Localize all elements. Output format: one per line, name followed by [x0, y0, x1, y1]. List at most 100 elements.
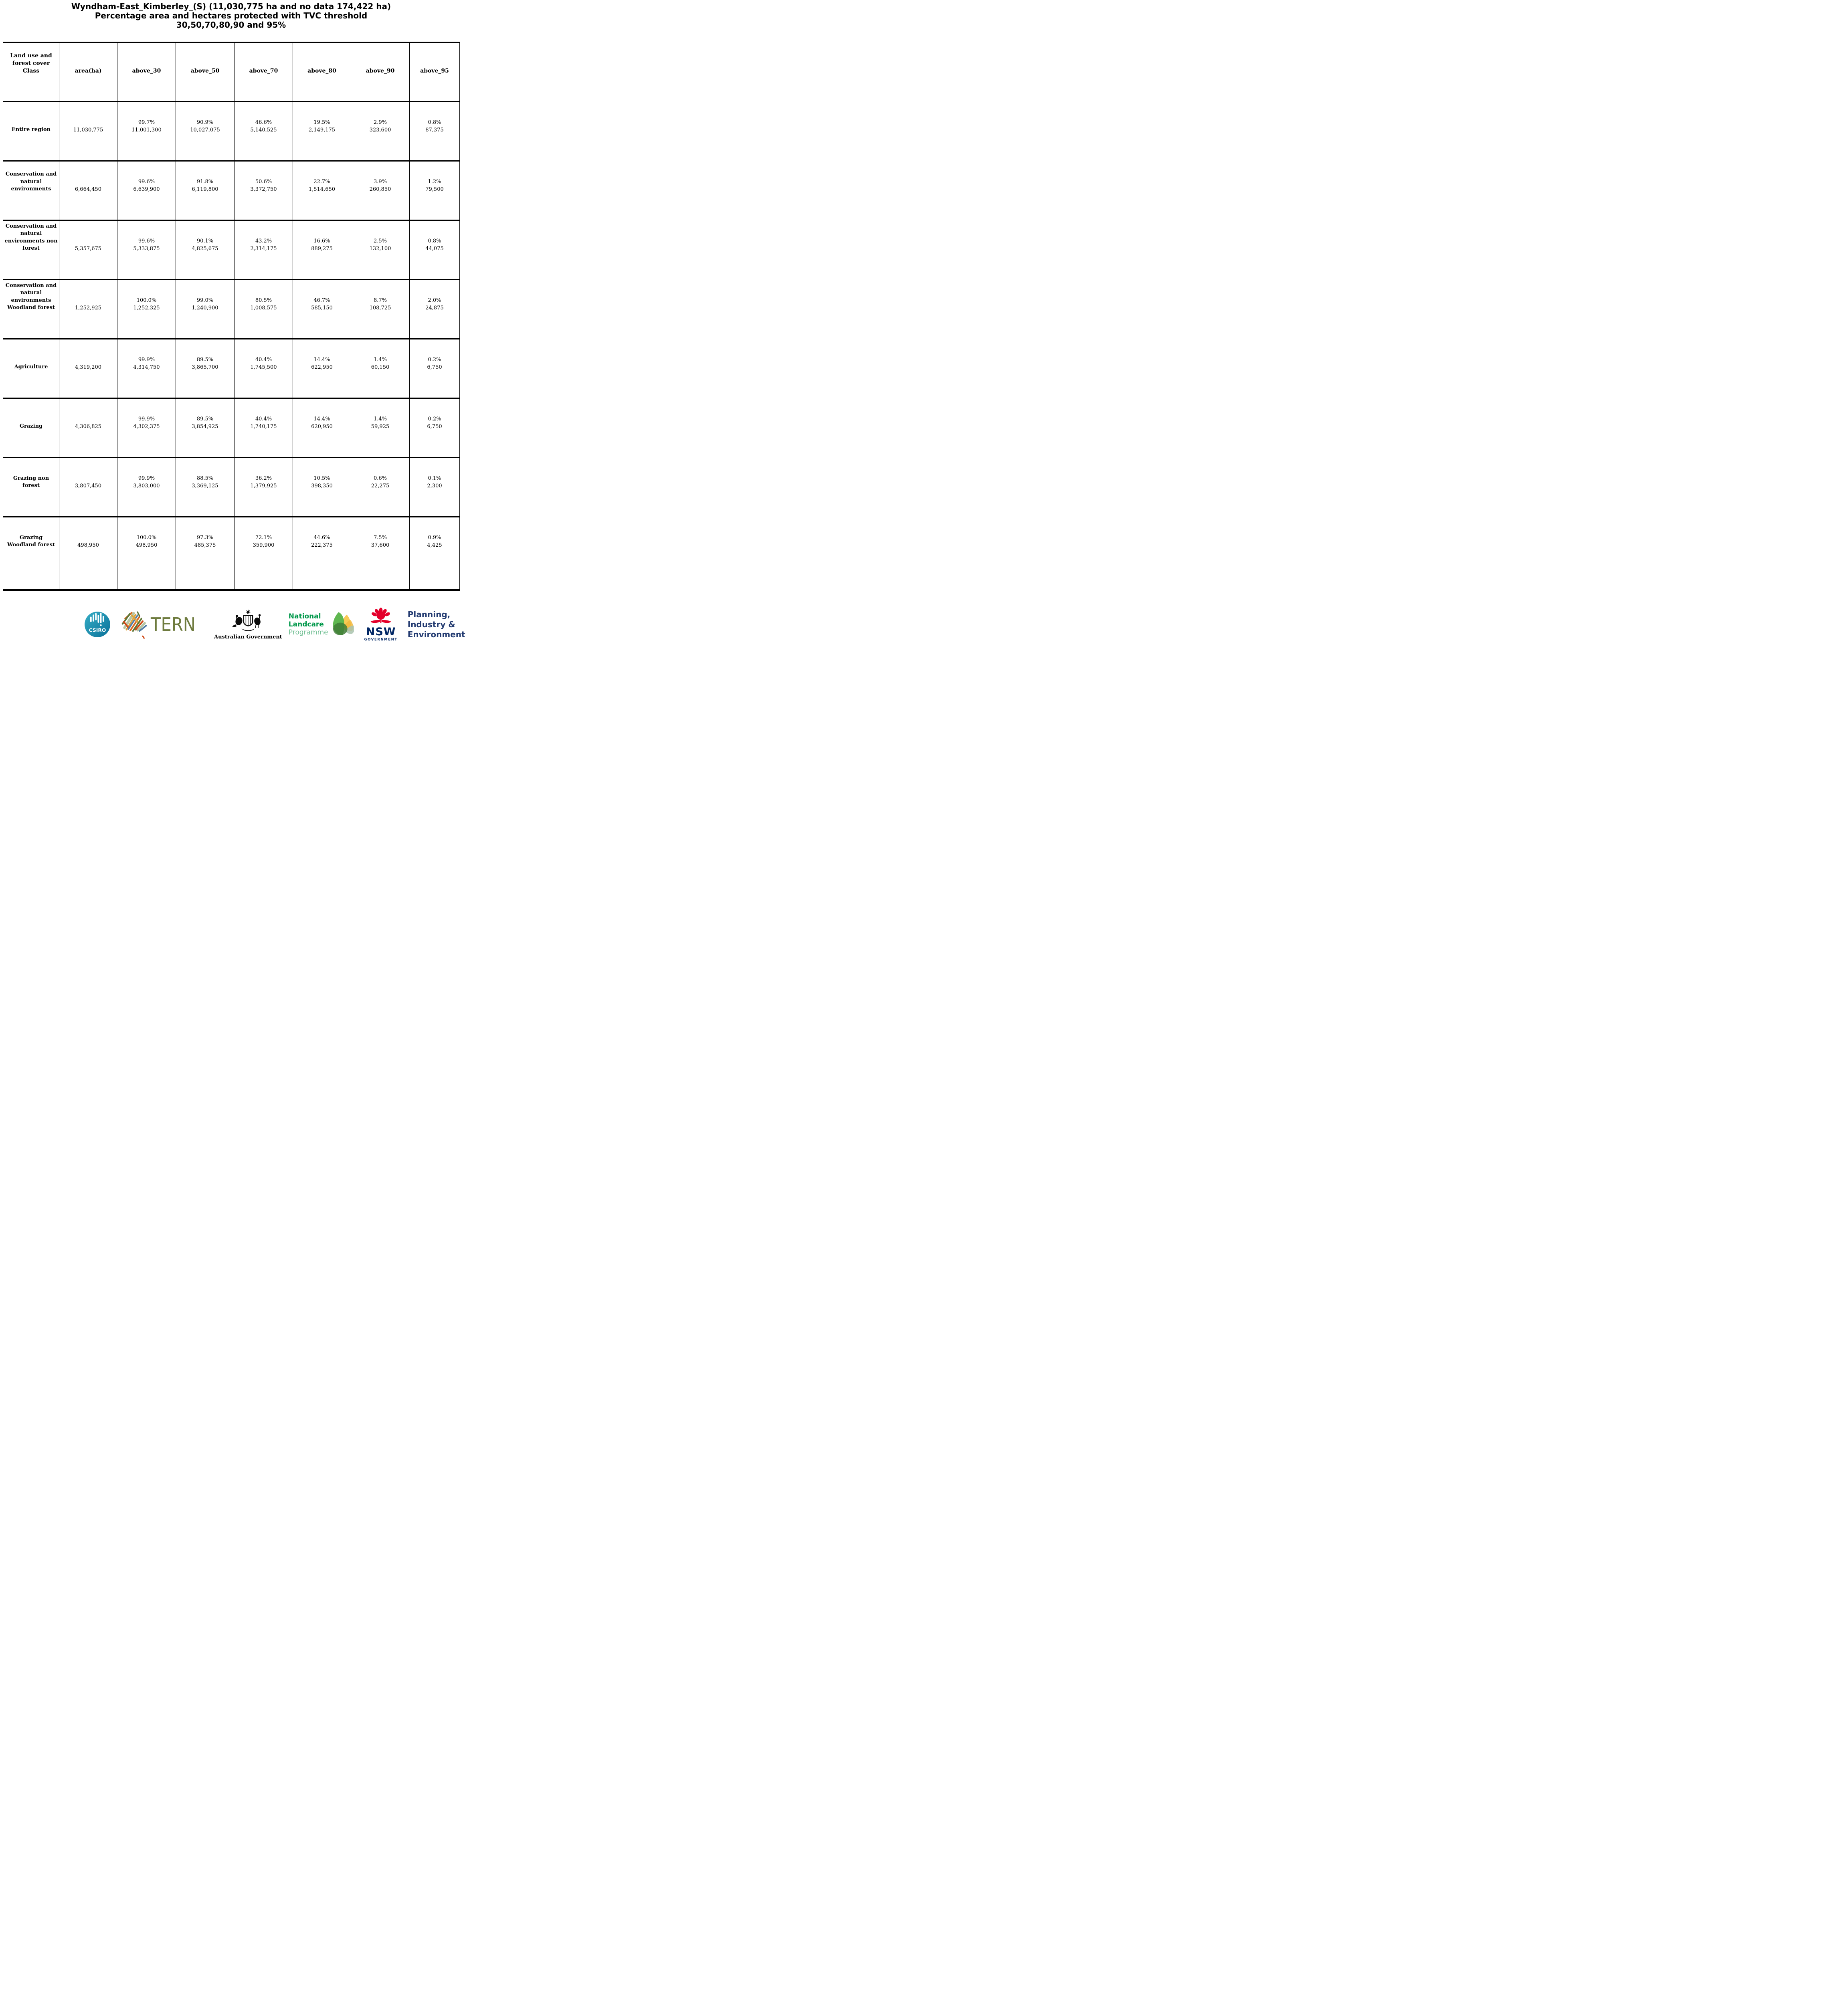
threshold-cell: 0.2% 6,750 — [409, 397, 460, 458]
row-label-cell: Grazing non forest — [3, 457, 59, 517]
row-label-cell: Grazing — [3, 397, 59, 458]
threshold-cell: 0.6% 22,275 — [351, 457, 410, 517]
hectares-value: 24,875 — [425, 305, 444, 311]
threshold-cell: 80.5% 1,008,575 — [234, 279, 293, 339]
hectares-value: 3,372,750 — [250, 186, 277, 192]
row-label: Conservation and natural environments — [5, 171, 57, 192]
planning-label-line1: Planning, — [407, 609, 451, 619]
threshold-cell: 7.5% 37,600 — [351, 516, 410, 591]
percent-value: 19.5% — [313, 119, 330, 125]
threshold-cell: 50.6% 3,372,750 — [234, 160, 293, 221]
threshold-cell: 2.0% 24,875 — [409, 279, 460, 339]
nsw-government-label: GOVERNMENT — [364, 637, 398, 642]
hectares-value: 11,001,300 — [131, 127, 162, 133]
threshold-cell: 2.5% 132,100 — [351, 219, 410, 280]
percent-value: 46.6% — [255, 119, 272, 125]
header-label: above_70 — [249, 68, 278, 74]
percent-value: 2.0% — [428, 297, 441, 303]
hectares-value: 22,275 — [371, 483, 390, 489]
threshold-cell: 89.5% 3,865,700 — [176, 338, 235, 399]
hectares-value: 2,300 — [427, 483, 442, 489]
landcare-leaf-icon — [333, 612, 354, 635]
threshold-cell: 0.1% 2,300 — [409, 457, 460, 517]
percent-value: 88.5% — [196, 475, 214, 481]
report-title-line3: 30,50,70,80,90 and 95% — [176, 20, 286, 30]
nsw-waratah-icon — [370, 607, 391, 623]
table-row: Conservation and natural environments no… — [3, 219, 460, 280]
percent-value: 0.2% — [428, 416, 441, 422]
header-cell-above30: above_30 — [117, 42, 176, 102]
area-cell: 5,357,675 — [59, 219, 117, 280]
threshold-cell: 19.5% 2,149,175 — [293, 101, 351, 162]
report-title: Wyndham-East_Kimberley_(S) (11,030,775 h… — [0, 0, 462, 30]
percent-value: 10.5% — [313, 475, 330, 481]
area-value: 11,030,775 — [73, 127, 103, 133]
australian-government-logo: Australian Government — [214, 609, 282, 640]
threshold-cell: 36.2% 1,379,925 — [234, 457, 293, 517]
threshold-cell: 97.3% 485,375 — [176, 516, 235, 591]
row-label-cell: Entire region — [3, 101, 59, 162]
row-label: Agriculture — [14, 364, 48, 370]
table-row: Grazing Woodland forest 498,950 100.0% 498,… — [3, 516, 460, 591]
row-label: Entire region — [11, 127, 51, 133]
table-row: Conservation and natural environments 6,6… — [3, 160, 460, 221]
row-label: Grazing Woodland forest — [7, 534, 55, 548]
area-cell: 1,252,925 — [59, 279, 117, 339]
area-value: 498,950 — [77, 542, 99, 548]
percent-value: 14.4% — [313, 356, 330, 363]
table-header: Land use and forest cover Class area(ha)… — [3, 42, 460, 102]
hectares-value: 60,150 — [371, 364, 390, 370]
percent-value: 89.5% — [196, 416, 214, 422]
percent-value: 90.9% — [196, 119, 214, 125]
hectares-value: 59,925 — [371, 423, 390, 430]
header-label: Land use and forest cover Class — [10, 53, 52, 74]
percent-value: 40.4% — [255, 356, 272, 363]
header-cell-above95: above_95 — [409, 42, 460, 102]
percent-value: 3.9% — [373, 178, 387, 185]
percent-value: 0.9% — [428, 534, 441, 541]
hectares-value: 87,375 — [425, 127, 444, 133]
threshold-cell: 100.0% 1,252,325 — [117, 279, 176, 339]
planning-label-line3: Environment — [407, 629, 465, 639]
threshold-cell: 14.4% 620,950 — [293, 397, 351, 458]
hectares-value: 1,379,925 — [250, 483, 277, 489]
row-label: Conservation and natural environments no… — [4, 223, 58, 252]
percent-value: 0.8% — [428, 238, 441, 244]
threshold-cell: 99.0% 1,240,900 — [176, 279, 235, 339]
footer-logo-strip: CSIRO TERN — [0, 605, 465, 644]
header-cell-area: area(ha) — [59, 42, 117, 102]
threshold-cell: 72.1% 359,900 — [234, 516, 293, 591]
row-label-cell: Conservation and natural environments Wo… — [3, 279, 59, 339]
area-cell: 11,030,775 — [59, 101, 117, 162]
threshold-cell: 0.9% 4,425 — [409, 516, 460, 591]
threshold-cell: 0.8% 44,075 — [409, 219, 460, 280]
percent-value: 0.2% — [428, 356, 441, 363]
percent-value: 0.6% — [373, 475, 387, 481]
area-cell: 4,306,825 — [59, 397, 117, 458]
hectares-value: 585,150 — [311, 305, 333, 311]
hectares-value: 5,333,875 — [133, 245, 160, 252]
percent-value: 72.1% — [255, 534, 272, 541]
report-title-line2: Percentage area and hectares protected w… — [95, 11, 368, 20]
hectares-value: 260,850 — [369, 186, 391, 192]
area-value: 4,319,200 — [75, 364, 102, 370]
nsw-government-logo: NSW GOVERNMENT — [364, 607, 398, 642]
hectares-value: 79,500 — [425, 186, 444, 192]
header-cell-above70: above_70 — [234, 42, 293, 102]
threshold-cell: 91.8% 6,119,800 — [176, 160, 235, 221]
threshold-cell: 22.7% 1,514,650 — [293, 160, 351, 221]
percent-value: 100.0% — [136, 534, 157, 541]
hectares-value: 622,950 — [311, 364, 333, 370]
hectares-value: 1,745,500 — [250, 364, 277, 370]
percent-value: 80.5% — [255, 297, 272, 303]
threshold-cell: 90.9% 10,027,075 — [176, 101, 235, 162]
threshold-cell: 46.6% 5,140,525 — [234, 101, 293, 162]
header-cell-above90: above_90 — [351, 42, 410, 102]
hectares-value: 10,027,075 — [190, 127, 220, 133]
row-label-cell: Grazing Woodland forest — [3, 516, 59, 591]
table-row: Entire region 11,030,775 99.7% 11,001,300 90… — [3, 101, 460, 162]
hectares-value: 6,639,900 — [133, 186, 160, 192]
header-cell-class: Land use and forest cover Class — [3, 42, 59, 102]
hectares-value: 889,275 — [311, 245, 333, 252]
percent-value: 0.1% — [428, 475, 441, 481]
